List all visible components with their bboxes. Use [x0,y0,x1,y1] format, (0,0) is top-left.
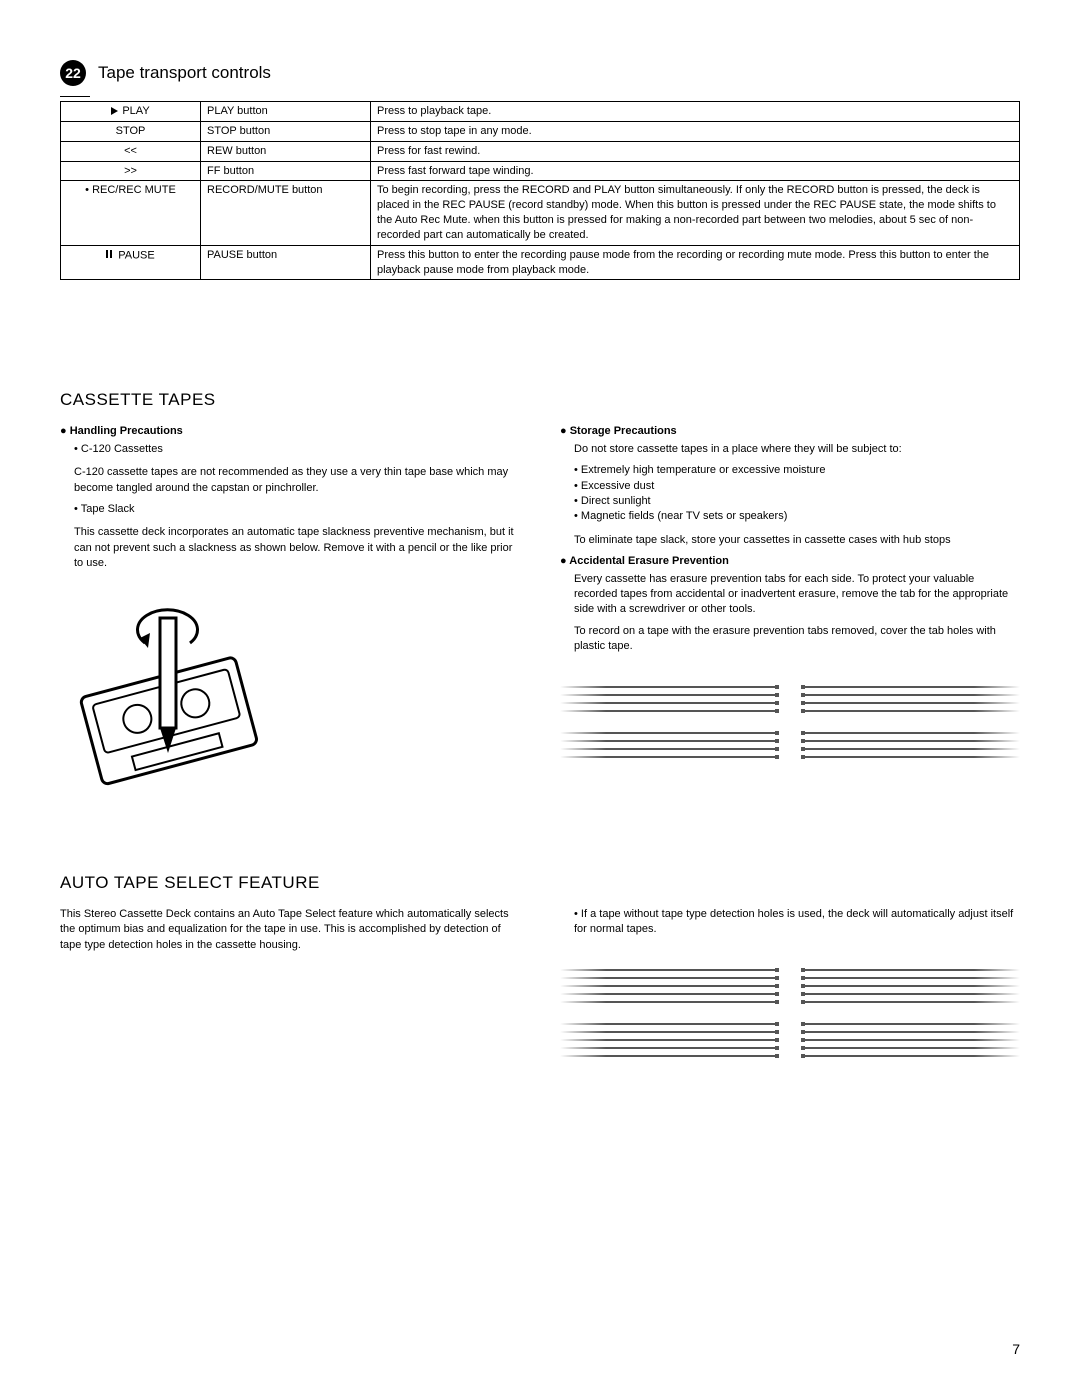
control-symbol-label: << [124,145,137,157]
table-row: • REC/REC MUTE RECORD/MUTE buttonTo begin… [61,181,1020,245]
erasure-p1: Every cassette has erasure prevention ta… [560,572,1020,618]
table-row: PLAY PLAY buttonPress to playback tape. [61,102,1020,122]
cassette-left-col: Handling Precautions C-120 Cassettes C-1… [60,424,520,833]
auto-tape-right: If a tape without tape type detection ho… [560,907,1020,1072]
auto-tape-columns: This Stereo Cassette Deck contains an Au… [60,907,1020,1072]
storage-list-item: Direct sunlight [574,494,1020,509]
storage-list-item: Magnetic fields (near TV sets or speaker… [574,509,1020,524]
control-desc-cell: Press to stop tape in any mode. [371,121,1020,141]
control-desc-cell: Press fast forward tape winding. [371,161,1020,181]
control-name-cell: RECORD/MUTE button [201,181,371,245]
erasure-p2: To record on a tape with the erasure pre… [560,624,1020,655]
table-row: >> FF buttonPress fast forward tape windi… [61,161,1020,181]
control-symbol-label: STOP [116,125,146,137]
divider [60,96,90,97]
cassette-pencil-illustration [60,608,280,828]
control-name-cell: FF button [201,161,371,181]
section-number-badge: 22 [60,60,86,86]
cassette-columns: Handling Precautions C-120 Cassettes C-1… [60,424,1020,833]
control-symbol-label: PLAY [122,105,149,117]
handling-precautions-head: Handling Precautions [60,424,520,439]
tape-slack-text: This cassette deck incorporates an autom… [60,525,520,571]
control-symbol-label: >> [124,165,137,177]
storage-list-item: Extremely high temperature or excessive … [574,463,1020,478]
control-symbol-cell: STOP [61,121,201,141]
c120-text: C-120 cassette tapes are not recommended… [60,465,520,496]
control-symbol-cell: >> [61,161,201,181]
storage-outro: To eliminate tape slack, store your cass… [560,533,1020,548]
section-header: 22 Tape transport controls [60,60,1020,86]
table-row: << REW buttonPress for fast rewind. [61,141,1020,161]
cassette-right-col: Storage Precautions Do not store cassett… [560,424,1020,833]
storage-list-item: Excessive dust [574,479,1020,494]
control-name-cell: PAUSE button [201,245,371,280]
auto-tape-left: This Stereo Cassette Deck contains an Au… [60,907,520,1072]
cassette-tapes-heading: CASSETTE TAPES [60,390,1020,410]
control-desc-cell: Press for fast rewind. [371,141,1020,161]
table-row: PAUSE PAUSE buttonPress this button to en… [61,245,1020,280]
control-name-cell: PLAY button [201,102,371,122]
control-name-cell: STOP button [201,121,371,141]
control-desc-cell: Press this button to enter the recording… [371,245,1020,280]
control-desc-cell: Press to playback tape. [371,102,1020,122]
control-symbol-cell: PLAY [61,102,201,122]
pause-icon [106,248,114,263]
control-symbol-cell: << [61,141,201,161]
section-title: Tape transport controls [98,63,271,83]
tape-slack-head: Tape Slack [74,502,520,517]
control-desc-cell: To begin recording, press the RECORD and… [371,181,1020,245]
page-number: 7 [1012,1341,1020,1357]
c120-head: C-120 Cassettes [74,442,520,457]
control-symbol-label: • REC/REC MUTE [85,184,176,196]
control-symbol-cell: • REC/REC MUTE [61,181,201,245]
auto-tape-note: If a tape without tape type detection ho… [574,907,1020,938]
redacted-figure-2 [560,968,1020,1072]
storage-list: Extremely high temperature or excessive … [560,463,1020,525]
storage-intro: Do not store cassette tapes in a place w… [560,442,1020,457]
control-symbol-cell: PAUSE [61,245,201,280]
storage-precautions-head: Storage Precautions [560,424,1020,439]
erasure-head: Accidental Erasure Prevention [560,554,1020,569]
auto-tape-heading: AUTO TAPE SELECT FEATURE [60,873,1020,893]
control-symbol-label: PAUSE [118,249,154,261]
redacted-figure-1 [560,685,1020,773]
control-name-cell: REW button [201,141,371,161]
play-icon [111,107,118,115]
table-row: STOP STOP buttonPress to stop tape in any… [61,121,1020,141]
controls-table: PLAYPLAY buttonPress to playback tape.ST… [60,101,1020,280]
